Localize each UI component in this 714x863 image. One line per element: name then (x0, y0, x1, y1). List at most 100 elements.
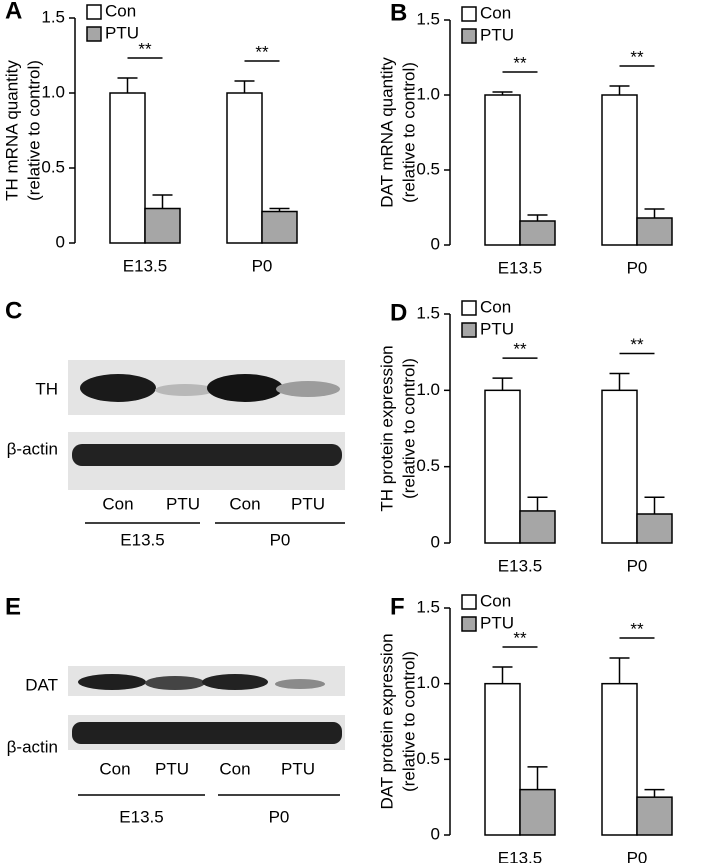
legend-swatch (461, 616, 477, 632)
legend-label: Con (480, 591, 511, 610)
error-bar (609, 657, 630, 684)
legend-swatch (86, 26, 102, 42)
x-tick-label: E13.5 (498, 556, 542, 575)
y-tick-label: 1.5 (41, 7, 65, 26)
y-axis-label: DAT mRNA quantity (377, 57, 396, 208)
band (145, 676, 205, 690)
bar (484, 94, 521, 246)
legend-label: PTU (480, 25, 514, 44)
group-label: P0 (270, 530, 291, 549)
band (207, 374, 283, 402)
y-axis-label: TH mRNA quantity (2, 60, 21, 201)
legend-swatch (461, 28, 477, 44)
panel-letter: E (5, 593, 21, 620)
y-tick-label: 1.0 (416, 673, 440, 692)
x-tick-label: P0 (627, 848, 648, 863)
panel-letter: D (390, 299, 407, 326)
lane-label: Con (229, 494, 260, 513)
bar (636, 796, 673, 836)
row-label: β-actin (7, 439, 58, 458)
y-axis-label: (relative to control) (399, 358, 418, 499)
band (276, 381, 340, 397)
blot-c-images (68, 360, 345, 490)
significance-label: ** (513, 340, 527, 359)
x-tick-label: P0 (627, 556, 648, 575)
panel-letter: F (390, 593, 405, 620)
error-bar (492, 91, 513, 95)
row-label: DAT (25, 675, 58, 694)
error-bar (644, 788, 665, 798)
bar (601, 682, 638, 836)
y-axis-label: TH protein expression (377, 345, 396, 511)
y-tick-label: 1.5 (416, 9, 440, 28)
y-axis-label: DAT protein expression (377, 633, 396, 809)
x-tick-label: P0 (627, 258, 648, 277)
significance-label: ** (138, 39, 152, 58)
y-tick-label: 0.5 (416, 456, 440, 475)
y-tick-label: 1.0 (41, 82, 65, 101)
y-tick-label: 0 (431, 532, 440, 551)
significance-label: ** (630, 335, 644, 354)
band (275, 679, 325, 689)
bar (109, 92, 146, 244)
y-tick-label: 0.5 (416, 749, 440, 768)
bar (636, 513, 673, 544)
bar (519, 510, 556, 544)
legend-swatch (461, 300, 477, 316)
legend-swatch (461, 6, 477, 22)
y-tick-label: 1.0 (416, 84, 440, 103)
band (155, 384, 215, 396)
legend-label: Con (105, 1, 136, 20)
legend-label: Con (480, 297, 511, 316)
lane-label: PTU (166, 494, 200, 513)
significance-label: ** (513, 629, 527, 648)
error-bar (527, 214, 548, 221)
band (78, 674, 146, 690)
band (80, 374, 156, 402)
bar (519, 220, 556, 246)
error-bar (152, 194, 173, 209)
error-bar (527, 766, 548, 790)
error-bar (492, 377, 513, 391)
x-tick-label: E13.5 (498, 258, 542, 277)
lane-label: Con (219, 759, 250, 778)
y-axis-label: (relative to control) (399, 651, 418, 792)
error-bar (234, 80, 255, 93)
y-axis-label: (relative to control) (24, 60, 43, 201)
blot-e-images (68, 666, 345, 750)
band (202, 674, 268, 690)
bar (601, 389, 638, 544)
y-tick-label: 1.5 (416, 597, 440, 616)
lane-label: PTU (281, 759, 315, 778)
y-tick-label: 0 (431, 824, 440, 843)
error-bar (644, 496, 665, 514)
x-tick-label: P0 (252, 256, 273, 275)
group-label: E13.5 (120, 530, 164, 549)
bar (484, 682, 521, 836)
error-bar (609, 85, 630, 95)
lane-label: PTU (291, 494, 325, 513)
bar (261, 210, 298, 244)
bar (519, 788, 556, 836)
legend-swatch (461, 322, 477, 338)
y-tick-label: 1.5 (416, 303, 440, 322)
lane-label: Con (102, 494, 133, 513)
y-tick-label: 0 (56, 232, 65, 251)
bar (144, 207, 181, 244)
x-tick-label: E13.5 (123, 256, 167, 275)
band (72, 722, 342, 744)
bar (636, 217, 673, 246)
y-tick-label: 0 (431, 234, 440, 253)
panel-letter: C (5, 297, 22, 324)
error-bar (492, 666, 513, 684)
legend-swatch (86, 4, 102, 20)
legend-swatch (461, 594, 477, 610)
error-bar (644, 208, 665, 218)
group-label: E13.5 (119, 807, 163, 826)
y-axis-label: (relative to control) (399, 62, 418, 203)
y-tick-label: 1.0 (416, 380, 440, 399)
x-tick-label: E13.5 (498, 848, 542, 863)
bar (601, 94, 638, 246)
y-tick-label: 0.5 (41, 157, 65, 176)
row-label: TH (35, 379, 58, 398)
